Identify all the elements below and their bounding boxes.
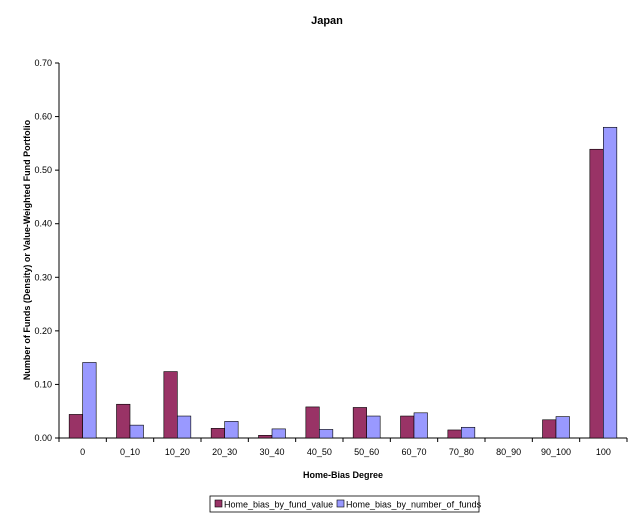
y-tick-label: 0.60 <box>34 112 52 122</box>
legend: Home_bias_by_fund_value Home_bias_by_numb… <box>209 495 482 513</box>
bar-Home_bias_by_number_of_funds-50_60 <box>366 415 381 439</box>
x-tick-label: 20_30 <box>212 447 237 457</box>
plot-area: 0.00 0.10 0.20 0.30 0.40 0.50 0.60 0.70 0 0_10 10_… <box>34 58 628 457</box>
bar-Home_bias_by_fund_value-90_100 <box>542 419 557 439</box>
x-tick-label: 0 <box>80 447 85 457</box>
legend-label-Home_bias_by_fund_value: Home_bias_by_fund_value <box>224 500 333 510</box>
x-tick-label: 60_70 <box>401 447 426 457</box>
x-tick-label: 10_20 <box>165 447 190 457</box>
x-tick-label: 50_60 <box>354 447 379 457</box>
bar-Home_bias_by_fund_value-30_40 <box>258 435 273 439</box>
legend-box <box>209 495 480 513</box>
x-tick-label: 0_10 <box>120 447 140 457</box>
y-tick-label: 0.00 <box>34 433 52 443</box>
legend-swatch-Home_bias_by_fund_value <box>214 499 223 508</box>
bar-Home_bias_by_number_of_funds-90_100 <box>555 416 570 439</box>
x-tick-label: 90_100 <box>541 447 571 457</box>
bar-Home_bias_by_fund_value-40_50 <box>305 406 320 439</box>
bar-Home_bias_by_number_of_funds-40_50 <box>319 429 334 439</box>
y-tick-label: 0.10 <box>34 379 52 389</box>
x-tick-label: 70_80 <box>449 447 474 457</box>
bar-Home_bias_by_fund_value-60_70 <box>400 415 415 439</box>
bar-Home_bias_by_fund_value-20_30 <box>210 428 225 439</box>
bar-Home_bias_by_number_of_funds-30_40 <box>271 428 286 439</box>
bar-Home_bias_by_fund_value-10_20 <box>163 371 178 439</box>
bar-Home_bias_by_fund_value-0_10 <box>116 403 131 439</box>
bar-Home_bias_by_fund_value-50_60 <box>352 407 367 439</box>
x-axis-label: Home-Bias Degree <box>303 470 383 480</box>
bar-Home_bias_by_number_of_funds-60_70 <box>413 412 428 439</box>
bar-Home_bias_by_number_of_funds-10_20 <box>177 415 192 439</box>
legend-swatch-Home_bias_by_number_of_funds <box>336 499 345 508</box>
bar-Home_bias_by_fund_value-100 <box>589 148 604 439</box>
bar-Home_bias_by_number_of_funds-100 <box>603 126 618 439</box>
x-tick-label: 80_90 <box>496 447 521 457</box>
bar-Home_bias_by_number_of_funds-20_30 <box>224 421 239 439</box>
bar-Home_bias_by_fund_value-0 <box>68 414 83 439</box>
bar-Home_bias_by_number_of_funds-70_80 <box>461 426 476 439</box>
bar-Home_bias_by_fund_value-70_80 <box>447 429 462 439</box>
y-tick-label: 0.50 <box>34 165 52 175</box>
y-tick-label: 0.30 <box>34 272 52 282</box>
x-tick-label: 30_40 <box>259 447 284 457</box>
legend-label-Home_bias_by_number_of_funds: Home_bias_by_number_of_funds <box>346 500 482 510</box>
y-tick-label: 0.70 <box>34 58 52 68</box>
bar-Home_bias_by_number_of_funds-0_10 <box>129 424 144 439</box>
chart-title: Japan <box>311 15 343 27</box>
y-tick-label: 0.40 <box>34 219 52 229</box>
x-tick-label: 40_50 <box>307 447 332 457</box>
bar-Home_bias_by_number_of_funds-0 <box>82 362 97 439</box>
x-tick-label: 100 <box>596 447 611 457</box>
y-axis-label: Number of Funds (Density) or Value-Weigh… <box>22 119 32 380</box>
y-tick-label: 0.20 <box>34 326 52 336</box>
